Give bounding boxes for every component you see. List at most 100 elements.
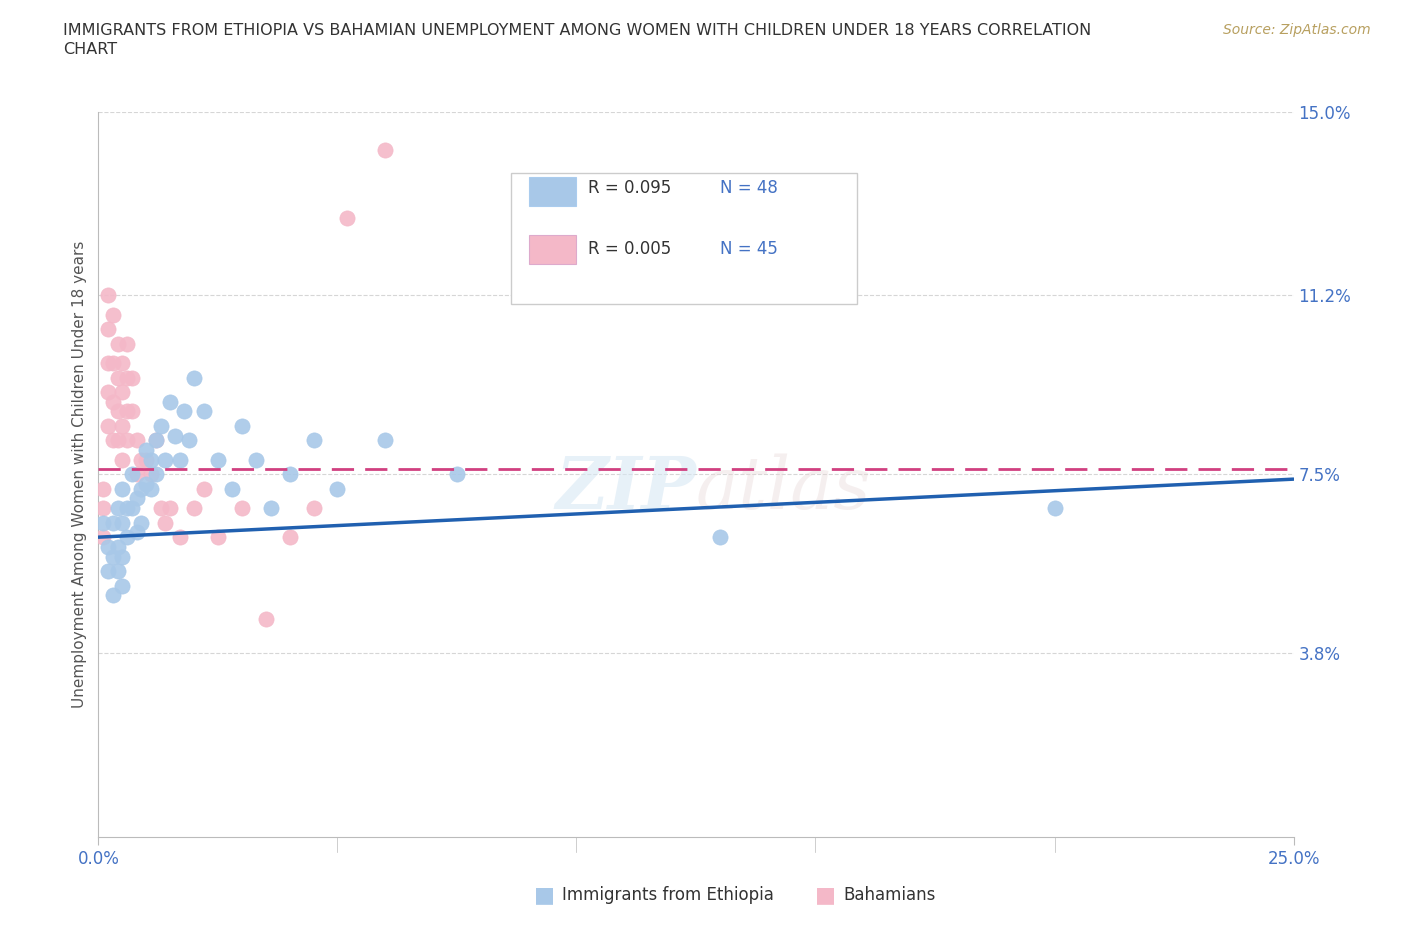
Point: [125, 467, 148, 482]
Point: [121, 500, 143, 515]
Point: [139, 467, 162, 482]
Point: [179, 433, 201, 448]
Point: [259, 500, 281, 515]
Point: [115, 500, 138, 515]
Text: Immigrants from Ethiopia: Immigrants from Ethiopia: [562, 885, 775, 904]
Point: [159, 394, 181, 409]
Point: [149, 500, 172, 515]
Point: [131, 482, 153, 497]
Point: [107, 500, 129, 515]
Point: [101, 588, 124, 603]
Point: [107, 433, 129, 448]
Point: [101, 433, 124, 448]
Point: [125, 433, 148, 448]
Point: [131, 452, 153, 467]
Point: [278, 530, 301, 545]
Point: [231, 500, 253, 515]
Point: [111, 418, 134, 433]
Point: [159, 500, 181, 515]
Point: [101, 355, 124, 370]
Point: [169, 452, 191, 467]
Point: [115, 337, 138, 352]
Text: ZIP: ZIP: [555, 453, 696, 525]
Point: [107, 370, 129, 385]
Point: [326, 482, 349, 497]
Point: [121, 467, 143, 482]
Point: [221, 482, 243, 497]
Point: [145, 433, 167, 448]
Point: [97, 355, 120, 370]
Point: [139, 452, 162, 467]
Point: [149, 418, 172, 433]
Point: [145, 467, 167, 482]
Point: [125, 525, 148, 539]
Point: [91, 530, 114, 545]
Point: [1043, 500, 1066, 515]
Point: [107, 564, 129, 578]
Point: [107, 337, 129, 352]
Point: [446, 467, 468, 482]
Point: [336, 210, 359, 225]
Point: [155, 452, 177, 467]
Point: [139, 482, 162, 497]
Point: [207, 452, 229, 467]
Text: atlas: atlas: [696, 454, 872, 525]
FancyBboxPatch shape: [529, 235, 576, 264]
Point: [245, 452, 267, 467]
Point: [207, 530, 229, 545]
Point: [97, 539, 120, 554]
Text: Bahamians: Bahamians: [844, 885, 936, 904]
Point: [101, 515, 124, 530]
Point: [173, 404, 195, 418]
Point: [97, 322, 120, 337]
Point: [374, 143, 396, 158]
Point: [302, 433, 325, 448]
Text: N = 48: N = 48: [720, 179, 778, 197]
Point: [125, 491, 148, 506]
Point: [101, 394, 124, 409]
Point: [115, 433, 138, 448]
Point: [183, 370, 205, 385]
Text: N = 45: N = 45: [720, 241, 778, 259]
Point: [254, 612, 277, 627]
Point: [91, 500, 114, 515]
Point: [169, 530, 191, 545]
FancyBboxPatch shape: [529, 177, 576, 206]
Point: [111, 355, 134, 370]
Point: [374, 433, 396, 448]
Point: [91, 482, 114, 497]
Point: [131, 515, 153, 530]
Point: [101, 549, 124, 564]
Point: [111, 578, 134, 593]
FancyBboxPatch shape: [510, 173, 858, 304]
Point: [107, 404, 129, 418]
Y-axis label: Unemployment Among Women with Children Under 18 years: Unemployment Among Women with Children U…: [72, 241, 87, 708]
Point: [97, 418, 120, 433]
Text: R = 0.095: R = 0.095: [589, 179, 672, 197]
Point: [135, 452, 157, 467]
Point: [155, 515, 177, 530]
Point: [111, 452, 134, 467]
Text: R = 0.005: R = 0.005: [589, 241, 672, 259]
Text: ■: ■: [534, 884, 555, 905]
Point: [231, 418, 253, 433]
Point: [278, 467, 301, 482]
Point: [193, 404, 215, 418]
Point: [302, 500, 325, 515]
Point: [709, 530, 731, 545]
Text: Source: ZipAtlas.com: Source: ZipAtlas.com: [1223, 23, 1371, 37]
Point: [111, 549, 134, 564]
Point: [97, 288, 120, 303]
Point: [97, 385, 120, 400]
Point: [111, 482, 134, 497]
Point: [111, 385, 134, 400]
Point: [163, 428, 186, 443]
Text: CHART: CHART: [63, 42, 117, 57]
Point: [115, 530, 138, 545]
Point: [101, 307, 124, 322]
Point: [121, 370, 143, 385]
Point: [97, 564, 120, 578]
Point: [115, 370, 138, 385]
Point: [121, 404, 143, 418]
Point: [135, 476, 157, 491]
